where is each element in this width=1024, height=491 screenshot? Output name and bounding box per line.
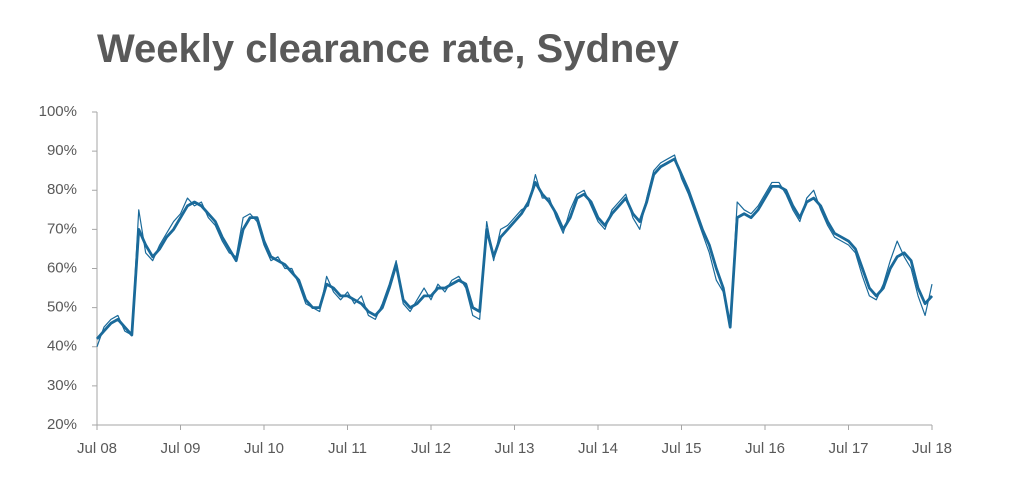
y-tick-label: 70% [47,220,77,237]
x-tick-label: Jul 18 [912,440,952,457]
y-tick-label: 90% [47,142,77,159]
series-line [96,154,933,347]
y-tick-label: 40% [47,338,77,355]
chart-title: Weekly clearance rate, Sydney [97,27,680,71]
x-tick-label: Jul 10 [244,440,284,457]
x-tick-label: Jul 13 [494,440,534,457]
x-tick-label: Jul 09 [160,440,200,457]
x-tick-label: Jul 16 [745,440,785,457]
x-tick-label: Jul 12 [411,440,451,457]
x-tick-label: Jul 14 [578,440,618,457]
x-tick-label: Jul 11 [328,440,367,457]
x-tick-label: Jul 17 [828,440,868,457]
y-tick-label: 20% [47,416,77,433]
y-tick-label: 60% [47,259,77,276]
x-tick-label: Jul 15 [661,440,701,457]
y-tick-label: 100% [39,103,77,120]
x-tick-label: Jul 08 [77,440,117,457]
y-tick-label: 50% [47,299,77,316]
y-tick-label: 30% [47,377,77,394]
y-tick-label: 80% [47,181,77,198]
series-line [95,157,934,340]
